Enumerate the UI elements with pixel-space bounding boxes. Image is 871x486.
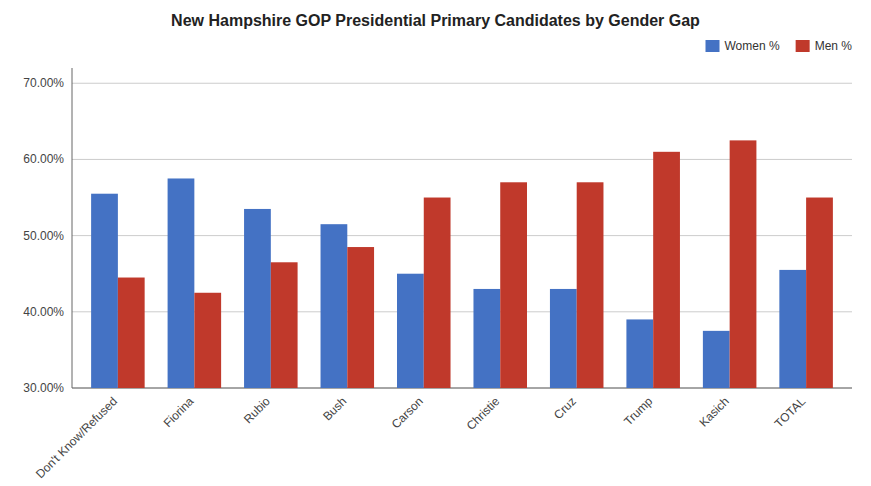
legend-swatch (796, 40, 810, 52)
legend: Women % Men % (706, 39, 853, 53)
x-tick-label: Rubio (241, 394, 273, 426)
x-tick-label: TOTAL (772, 394, 809, 431)
y-tick-label: 50.00% (23, 229, 64, 243)
x-tick-label: Don't Know/Refused (33, 394, 120, 481)
bar (91, 194, 118, 388)
grid-line (72, 83, 852, 84)
y-tick-label: 60.00% (23, 152, 64, 166)
grid (72, 83, 852, 388)
x-tick-label: Bush (320, 394, 349, 423)
background (0, 0, 871, 486)
bars (91, 140, 833, 388)
bar (168, 178, 195, 388)
bar (806, 198, 833, 388)
bar (347, 247, 374, 388)
bar (653, 152, 680, 388)
bar (626, 319, 653, 388)
legend-label: Men % (815, 39, 853, 53)
title: New Hampshire GOP Presidential Primary C… (171, 12, 700, 29)
x-tick-label: Christie (464, 394, 503, 433)
bar (321, 224, 348, 388)
bar (424, 198, 451, 388)
bar (244, 209, 271, 388)
x-tick-label: Cruz (551, 394, 579, 422)
x-tick-label: Trump (621, 394, 655, 428)
chart: New Hampshire GOP Presidential Primary C… (0, 0, 871, 486)
bar (473, 289, 500, 388)
bar (703, 331, 730, 388)
bar (271, 262, 298, 388)
y-tick-label: 40.00% (23, 305, 64, 319)
y-tick-label: 30.00% (23, 381, 64, 395)
bar (118, 278, 145, 388)
bar (194, 293, 221, 388)
y-tick-label: 70.00% (23, 76, 64, 90)
bar (397, 274, 424, 388)
x-tick-label: Carson (389, 394, 426, 431)
bar (779, 270, 806, 388)
bar (577, 182, 604, 388)
x-ticks: Don't Know/Refused Fiorina Rubio Bush Carson… (33, 394, 808, 481)
bar (500, 182, 527, 388)
legend-swatch (706, 40, 720, 52)
legend-label: Women % (725, 39, 780, 53)
bar (730, 140, 757, 388)
x-tick-label: Kasich (696, 394, 731, 429)
bar (550, 289, 577, 388)
y-ticks: 30.00% 40.00% 50.00% 60.00% 70.00% (23, 76, 64, 395)
x-tick-label: Fiorina (161, 394, 197, 430)
y-axis-line (72, 68, 73, 388)
